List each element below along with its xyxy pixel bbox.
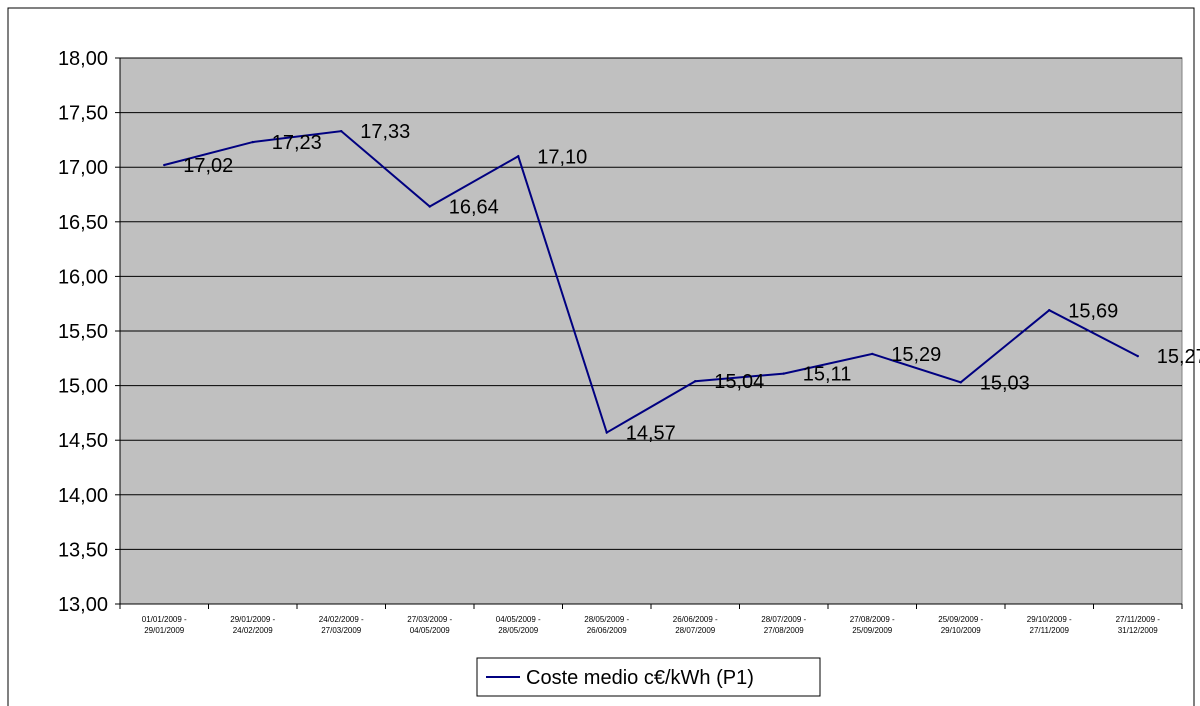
data-point [1136,354,1139,358]
x-tick-label: 29/01/2009 - [230,615,275,624]
x-tick-label: 04/05/2009 [410,626,451,635]
x-tick-label: 28/05/2009 [498,626,539,635]
y-tick-label: 18,00 [58,48,108,70]
data-point [605,431,608,434]
y-tick-label: 16,00 [58,266,108,288]
data-point [871,352,874,356]
x-tick-label: 29/01/2009 [144,626,185,635]
x-axis: 01/01/2009 - 29/01/2009 29/01/2009 - 24/02/… [119,603,1183,635]
data-point [517,155,520,158]
gridlines [120,57,1182,605]
x-tick-label: 29/10/2009 - [1027,615,1072,624]
data-label: 15,03 [980,372,1030,394]
data-label: 17,10 [537,146,587,168]
data-label: 15,11 [803,364,852,386]
x-tick-label: 26/06/2009 [587,626,628,635]
data-point [694,380,697,383]
data-point [1048,309,1051,312]
y-tick-label: 14,00 [58,485,108,507]
y-tick-label: 13,50 [58,539,108,561]
x-tick-label: 27/03/2009 - [407,615,452,624]
x-tick-label: 29/10/2009 [941,626,982,635]
y-tick-label: 16,50 [58,212,108,234]
x-tick-label: 27/08/2009 [764,626,805,635]
x-tick-label: 25/09/2009 [852,626,893,635]
data-point [959,381,962,384]
data-point [163,163,166,167]
data-point [782,372,785,375]
y-tick-label: 17,00 [58,157,108,179]
data-label: 14,57 [626,423,676,445]
x-tick-label: 24/02/2009 [233,626,274,635]
series-line [163,130,1139,435]
x-tick-label: 24/02/2009 - [319,615,364,624]
x-tick-label: 28/07/2009 [675,626,716,635]
x-tick-label: 27/11/2009 - [1116,615,1161,624]
legend-box [476,657,821,697]
data-label: 17,02 [183,155,233,177]
data-label: 17,23 [272,132,322,154]
x-tick-label: 27/08/2009 - [850,615,895,624]
legend-label: Coste medio c€/kWh (P1) [526,667,754,689]
x-tick-label: 25/09/2009 - [938,615,983,624]
data-point [428,205,431,208]
x-tick-label: 28/07/2009 - [761,615,806,624]
y-axis: 13,00 13,50 14,00 14,50 15,00 15,50 16,00 16,50… [58,48,121,616]
x-tick-label: 04/05/2009 - [496,615,541,624]
data-label: 15,29 [891,344,941,366]
series-layer [163,129,1139,435]
y-tick-label: 13,00 [58,594,108,616]
x-tick-label: 31/12/2009 [1118,626,1159,635]
y-tick-label: 15,00 [58,376,108,398]
data-label: 15,69 [1068,300,1118,322]
data-label: 15,27 [1157,346,1200,368]
data-label: 17,33 [360,121,410,143]
x-tick-label: 26/06/2009 - [673,615,718,624]
data-label: 15,04 [714,371,764,393]
data-point [251,140,254,144]
x-tick-label: 01/01/2009 - [142,615,187,624]
data-point [340,129,343,133]
x-tick-label: 27/03/2009 [321,626,362,635]
legend: Coste medio c€/kWh (P1) [476,657,821,697]
data-label: 16,64 [449,197,499,219]
y-tick-label: 15,50 [58,321,108,343]
x-tick-label: 28/05/2009 - [584,615,629,624]
x-tick-label: 27/11/2009 [1030,626,1070,635]
y-tick-label: 17,50 [58,103,108,125]
data-labels: 17,02 17,23 17,33 16,64 17,10 14,57 15,04 15,11… [183,121,1200,444]
y-tick-label: 14,50 [58,430,108,452]
